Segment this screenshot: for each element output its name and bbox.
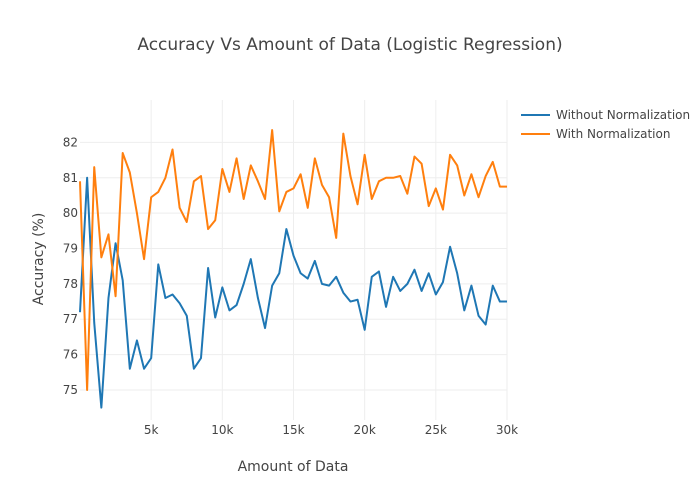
series-line-with-normalization[interactable] bbox=[79, 129, 507, 391]
y-tick-label: 80 bbox=[63, 206, 78, 220]
y-axis-label: Accuracy (%) bbox=[31, 213, 47, 306]
x-tick-label: 20k bbox=[354, 423, 376, 437]
x-tick-label: 30k bbox=[496, 423, 518, 437]
y-tick-label: 75 bbox=[63, 383, 78, 397]
gridlines bbox=[80, 100, 508, 420]
y-tick-label: 82 bbox=[63, 135, 78, 149]
legend-item-with-normalization[interactable]: With Normalization bbox=[521, 127, 670, 141]
y-tick-label: 78 bbox=[63, 277, 78, 291]
tick-labels: 75 76 77 78 79 80 81 82 5k 10k 15k 20k 25k 30k bbox=[63, 135, 518, 437]
y-tick-label: 81 bbox=[63, 171, 78, 185]
chart-title: Accuracy Vs Amount of Data (Logistic Reg… bbox=[137, 35, 562, 55]
x-tick-label: 15k bbox=[282, 423, 304, 437]
x-tick-label: 10k bbox=[211, 423, 233, 437]
x-axis-label: Amount of Data bbox=[238, 459, 349, 475]
legend-label-without-normalization: Without Normalization bbox=[556, 108, 690, 122]
y-tick-label: 76 bbox=[63, 348, 78, 362]
y-tick-label: 79 bbox=[63, 242, 78, 256]
series-line-without-normalization[interactable] bbox=[79, 176, 507, 409]
legend[interactable]: Without Normalization With Normalization bbox=[521, 108, 690, 141]
y-tick-label: 77 bbox=[63, 312, 78, 326]
series-lines bbox=[79, 129, 507, 409]
legend-label-with-normalization: With Normalization bbox=[556, 127, 670, 141]
x-tick-label: 25k bbox=[425, 423, 447, 437]
legend-item-without-normalization[interactable]: Without Normalization bbox=[521, 108, 690, 122]
x-tick-label: 5k bbox=[144, 423, 159, 437]
